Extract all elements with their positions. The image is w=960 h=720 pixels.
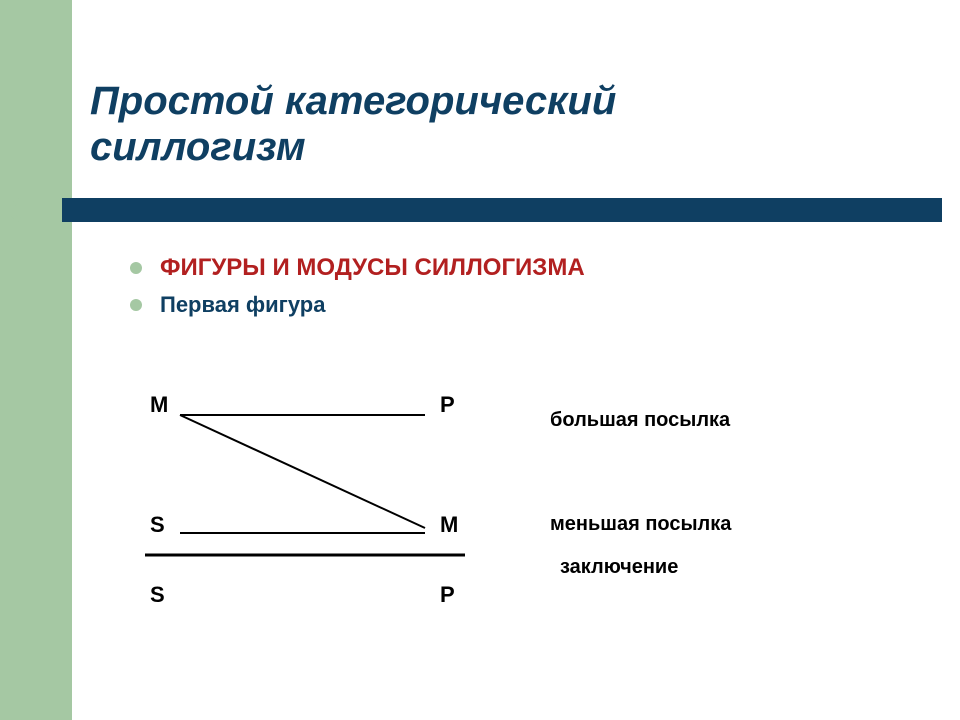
svg-text:S: S	[150, 512, 165, 537]
slide-title: Простой категорический силлогизм	[90, 78, 616, 170]
underline-cap	[10, 198, 62, 222]
slide: Простой категорический силлогизм ФИГУРЫ …	[0, 0, 960, 720]
title-line-2: силлогизм	[90, 124, 616, 170]
bullet-text-1: ФИГУРЫ И МОДУСЫ СИЛЛОГИЗМА	[160, 254, 585, 282]
syllogism-diagram: M P S M S Pбольшая посылка меньшая посылка закл…	[130, 380, 850, 640]
svg-text:M: M	[440, 512, 458, 537]
bullet-item: Первая фигура	[130, 292, 585, 318]
bullet-item: ФИГУРЫ И МОДУСЫ СИЛЛОГИЗМА	[130, 254, 585, 282]
svg-text:S: S	[150, 582, 165, 607]
svg-text:меньшая посылка: меньшая посылка	[550, 513, 732, 535]
bullet-list: ФИГУРЫ И МОДУСЫ СИЛЛОГИЗМА Первая фигура	[130, 254, 585, 328]
bullet-dot-icon	[130, 262, 142, 274]
svg-text:P: P	[440, 392, 455, 417]
svg-text:M: M	[150, 392, 168, 417]
sidebar-accent	[0, 0, 72, 720]
diagram-svg: M P S M S Pбольшая посылка меньшая посылка закл…	[130, 380, 850, 640]
svg-text:большая посылка: большая посылка	[550, 409, 731, 431]
bullet-dot-icon	[130, 299, 142, 311]
svg-text:P: P	[440, 582, 455, 607]
underline-bar	[62, 198, 942, 222]
svg-text:заключение: заключение	[560, 556, 678, 578]
bullet-text-2: Первая фигура	[160, 292, 325, 318]
title-line-1: Простой категорический	[90, 78, 616, 124]
